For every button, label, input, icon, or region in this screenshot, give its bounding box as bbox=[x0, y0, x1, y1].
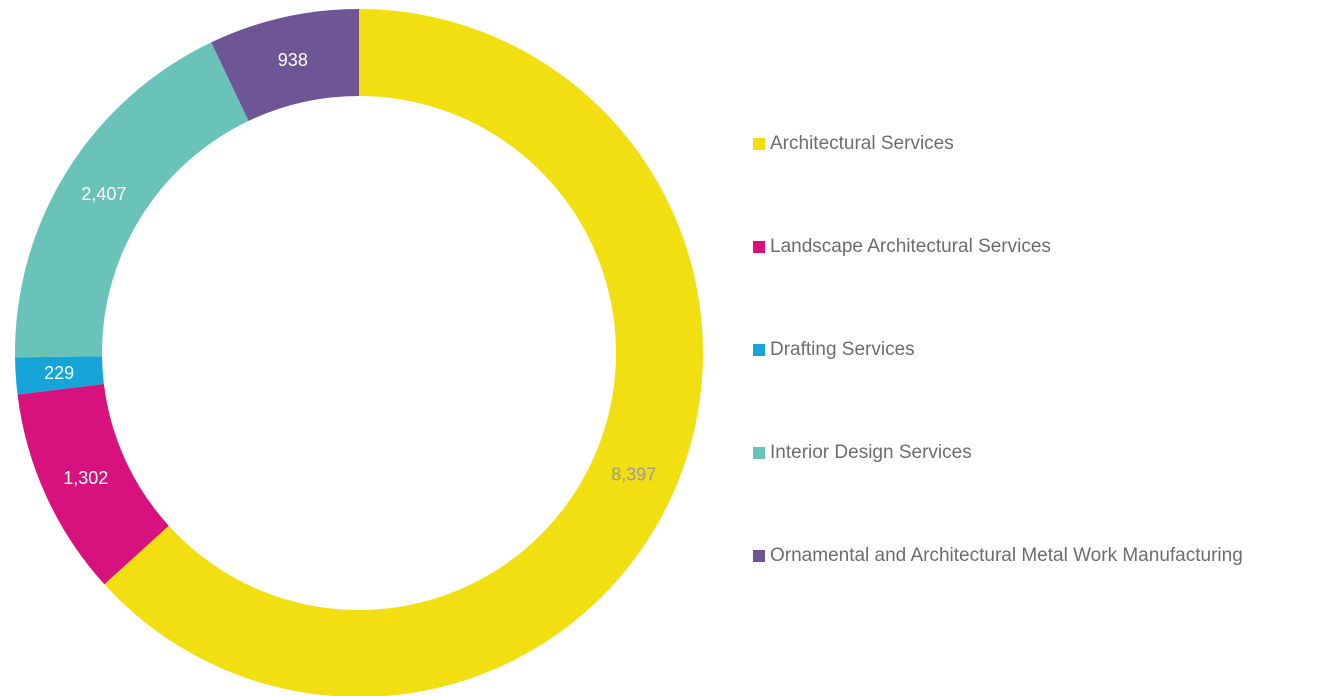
slice-interior-design-services[interactable] bbox=[15, 42, 249, 358]
legend-label: Interior Design Services bbox=[770, 442, 972, 463]
legend-label: Architectural Services bbox=[770, 133, 954, 154]
legend-item-drafting-services[interactable]: Drafting Services bbox=[753, 339, 915, 361]
legend-swatch-architectural-services bbox=[753, 138, 765, 150]
slice-value-label: 1,302 bbox=[63, 468, 108, 488]
slice-value-label: 8,397 bbox=[611, 465, 656, 485]
legend-swatch-interior-design-services bbox=[753, 447, 765, 459]
slice-value-label: 2,407 bbox=[81, 184, 126, 204]
slice-value-label: 229 bbox=[44, 363, 74, 383]
slice-value-label: 938 bbox=[278, 50, 308, 70]
legend-item-interior-design-services[interactable]: Interior Design Services bbox=[753, 442, 972, 464]
legend-item-landscape-architectural-services[interactable]: Landscape Architectural Services bbox=[753, 236, 1051, 258]
slice-drafting-services[interactable] bbox=[15, 356, 104, 395]
slice-ornamental-metal-work[interactable] bbox=[211, 8, 359, 121]
legend: Architectural Services Landscape Archite… bbox=[753, 0, 1328, 696]
legend-swatch-ornamental-metal-work bbox=[753, 550, 765, 562]
legend-label: Ornamental and Architectural Metal Work … bbox=[770, 545, 1243, 566]
legend-swatch-drafting-services bbox=[753, 344, 765, 356]
slice-landscape-architectural-services[interactable] bbox=[17, 384, 169, 585]
slice-architectural-services[interactable] bbox=[104, 9, 703, 696]
legend-label: Drafting Services bbox=[770, 339, 915, 360]
legend-item-architectural-services[interactable]: Architectural Services bbox=[753, 133, 954, 155]
legend-label: Landscape Architectural Services bbox=[770, 236, 1051, 257]
legend-item-ornamental-metal-work[interactable]: Ornamental and Architectural Metal Work … bbox=[753, 545, 1243, 567]
legend-swatch-landscape-architectural-services bbox=[753, 241, 765, 253]
donut-chart: 8,397 1,302 229 2,407 938 bbox=[15, 8, 703, 696]
